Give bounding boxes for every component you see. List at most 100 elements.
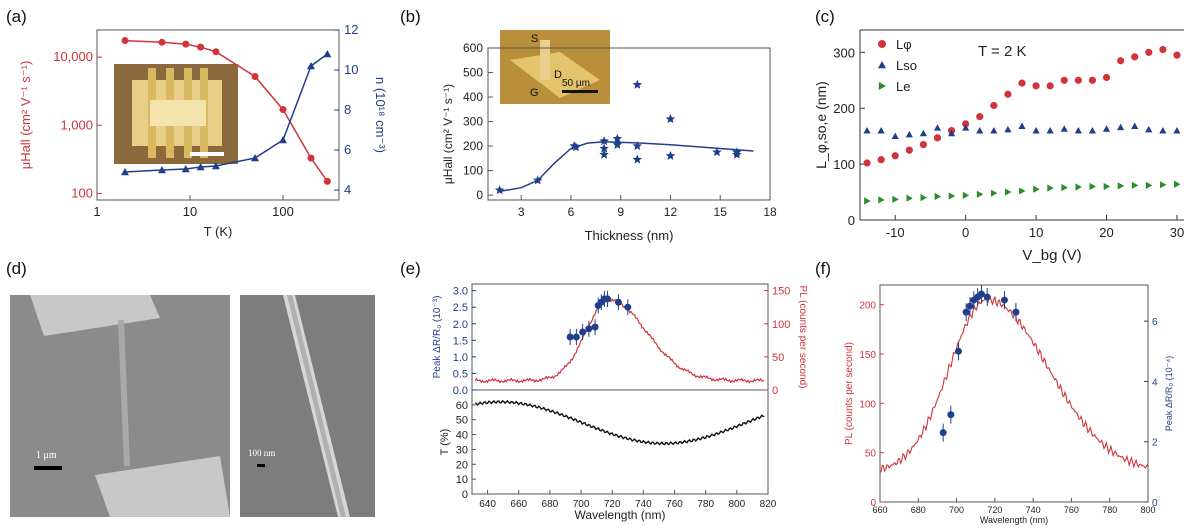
chart-a-point-density	[211, 162, 220, 170]
chart-f-y2tick-label: 6	[1152, 317, 1158, 328]
chart-a-y2tick-label: 4	[344, 182, 351, 197]
panel-label-c: (c)	[815, 7, 835, 26]
sem-scalebar-right-label: 100 nm	[248, 448, 275, 458]
chart-c-point-lphi	[1131, 53, 1139, 61]
inset-label-d: D	[554, 69, 562, 81]
chart-f-point	[939, 429, 947, 437]
chart-c-point-le	[934, 192, 942, 201]
chart-c-point-lso	[1088, 126, 1097, 134]
chart-a-ytick-label: 1,000	[60, 117, 93, 132]
chart-c-point-lso	[1102, 125, 1111, 132]
chart-e-transmission	[474, 399, 765, 446]
chart-a-point-mobility	[197, 43, 205, 51]
chart-c-point-le	[962, 191, 970, 200]
chart-c-point-lso	[1131, 122, 1139, 129]
sem-image-right: 100 nm	[240, 295, 375, 517]
chart-e-xtick-label: 700	[573, 499, 590, 510]
chart-e-bottom-ylabel: T (%)	[439, 429, 451, 456]
chart-c-annotation: T = 2 K	[978, 43, 1027, 60]
chart-e-bottom-ytick-label: 30	[456, 444, 468, 456]
chart-b-point	[599, 149, 609, 159]
chart-b-ytick-label: 400	[463, 90, 483, 104]
chart-a-point-mobility	[182, 40, 190, 48]
sem-scalebar-left-label: 1 μm	[36, 450, 57, 461]
chart-c-xtick-label: -10	[886, 225, 905, 240]
chart-c-point-le	[976, 190, 984, 198]
chart-a-point-density	[181, 165, 190, 173]
chart-c-ylabel: L_φ,so,e (nm)	[813, 81, 829, 169]
chart-c-point-lso	[1060, 125, 1068, 132]
chart-e-xlabel: Wavelength (nm)	[575, 508, 666, 522]
chart-b-xlabel: Thickness (nm)	[585, 228, 674, 243]
panel-label-b: (b)	[400, 7, 421, 26]
chart-c-ytick-label: 200	[833, 101, 855, 116]
chart-b-fit-line	[499, 140, 754, 193]
device-photo-a	[114, 64, 238, 164]
chart-c-point-le	[892, 195, 899, 203]
chart-e-bottom-ytick-label: 40	[456, 430, 468, 442]
chart-e-point	[566, 333, 574, 341]
chart-b-frame	[487, 47, 771, 201]
chart-e-pl-spectrum	[474, 298, 765, 384]
chart-e-point	[624, 303, 632, 311]
chart-c-point-lphi	[1102, 73, 1111, 82]
chart-f-xtick-label: 720	[987, 505, 1002, 515]
chart-a-point-mobility	[323, 177, 331, 185]
chart-b-point	[632, 79, 642, 89]
chart-c-point-lphi	[933, 134, 942, 142]
chart-c-xtick-label: 0	[962, 225, 969, 240]
chart-b-point	[665, 114, 676, 124]
chart-e-ytick-label: 3.0	[453, 286, 468, 298]
chart-b-ytick-label: 100	[463, 164, 483, 178]
chart-c-point-lso	[976, 126, 984, 134]
chart-c-xlabel: V_bg (V)	[1022, 247, 1081, 264]
chart-e-xtick-label: 760	[666, 499, 683, 510]
chart-c-point-lso	[919, 129, 927, 137]
chart-f-y2tick-label: 2	[1152, 438, 1158, 449]
chart-c-legend-marker	[878, 82, 886, 90]
chart-e-ytick-label: 2.0	[453, 319, 468, 331]
chart-b-point	[665, 150, 676, 160]
inset-scalebar-label: 50 μm	[562, 78, 590, 89]
chart-c-point-le	[1089, 182, 1097, 191]
chart-a-point-mobility	[158, 38, 166, 46]
chart-a-ytick-label: 100	[71, 185, 93, 200]
chart-a-point-density	[251, 154, 260, 162]
chart-c-legend-label: Lφ	[896, 37, 912, 52]
panel-label-e: (e)	[400, 259, 421, 278]
chart-c-point-lphi	[1117, 57, 1125, 65]
chart-c-point-lphi	[905, 146, 913, 154]
chart-f-xtick-label: 660	[872, 505, 887, 515]
chart-c-point-lphi	[863, 159, 871, 167]
chart-c-legend-label: Lso	[896, 58, 917, 73]
chart-f-xtick-label: 680	[911, 505, 926, 515]
chart-e-y2tick-label: 0	[772, 385, 778, 397]
chart-e-xtick-label: 780	[697, 499, 714, 510]
chart-a-xtick-label: 10	[183, 204, 197, 219]
chart-e-bottom-ytick-label: 50	[456, 415, 468, 427]
chart-c-point-le	[878, 196, 885, 204]
chart-f-xlabel: Wavelength (nm)	[980, 515, 1048, 525]
chart-c-point-lso	[891, 132, 899, 140]
chart-c-point-le	[1131, 181, 1139, 189]
chart-b-point	[599, 143, 609, 153]
chart-c-point-le	[1005, 188, 1012, 196]
chart-b-ytick-label: 500	[463, 66, 483, 80]
chart-e-ytick-label: 0.5	[453, 368, 468, 380]
chart-e-point	[579, 328, 587, 336]
chart-e-xtick-label: 800	[728, 499, 745, 510]
chart-c-point-le	[990, 189, 998, 197]
chart-c-point-le	[1047, 184, 1054, 192]
chart-e-point	[604, 295, 612, 303]
chart-a-y2tick-label: 12	[344, 22, 358, 37]
chart-e-xtick-label: 680	[542, 499, 559, 510]
chart-b-point	[732, 149, 742, 159]
chart-b-xtick-label: 15	[714, 205, 728, 219]
chart-c-point-lphi	[919, 140, 927, 149]
chart-a-point-mobility	[251, 72, 259, 80]
chart-c-point-lso	[1159, 126, 1167, 134]
chart-b-xtick-label: 12	[664, 205, 678, 219]
chart-a-point-density	[120, 168, 129, 176]
chart-c-point-lso	[877, 126, 885, 134]
